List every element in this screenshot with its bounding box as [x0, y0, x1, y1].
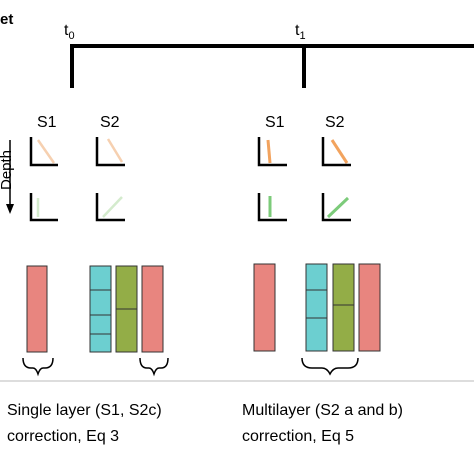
profile-plot-left-s2-top: [95, 137, 125, 167]
column-right-s2c-pink: [358, 263, 381, 352]
site-label-left-s2: S2: [100, 114, 120, 131]
caption-multi-line1: Multilayer (S2 a and b): [242, 402, 403, 419]
profile-plot-right-s1-bottom: [257, 193, 287, 222]
column-left-s1-pink: [26, 265, 48, 353]
profile-plot-left-s1-top: [29, 137, 58, 167]
profile-plot-left-s1-bottom: [29, 193, 58, 222]
t0-label: t0: [64, 22, 75, 42]
t1-label: t1: [295, 22, 306, 42]
panel-title: et: [0, 11, 13, 28]
depth-arrow-head: [6, 204, 14, 214]
site-label-left-s1: S1: [37, 114, 57, 131]
column-left-s2-olive: [115, 265, 138, 353]
profile-plot-left-s2-bottom: [95, 193, 125, 222]
profile-plot-right-s1-top: [257, 137, 287, 167]
column-left-s2c-pink: [141, 265, 164, 353]
depth-axis-label: Depth: [0, 150, 15, 190]
column-right-s2-olive: [332, 263, 355, 352]
timeline: t0 t1: [64, 22, 474, 88]
caption-single-line2: correction, Eq 3: [7, 428, 119, 445]
brace-right-multilayer: [301, 357, 359, 376]
brace-left-s2c: [139, 357, 169, 377]
brace-left-s1: [22, 357, 54, 377]
column-left-s2-teal: [89, 265, 112, 353]
site-label-right-s2: S2: [325, 114, 345, 131]
column-right-s1-pink: [253, 263, 276, 352]
column-right-s2-teal: [305, 263, 328, 352]
profile-plot-right-s2-top: [321, 137, 351, 167]
profile-plot-right-s2-bottom: [321, 193, 351, 222]
caption-multi-line2: correction, Eq 5: [242, 428, 354, 445]
site-label-right-s1: S1: [265, 114, 285, 131]
caption-single-line1: Single layer (S1, S2c): [7, 402, 162, 419]
